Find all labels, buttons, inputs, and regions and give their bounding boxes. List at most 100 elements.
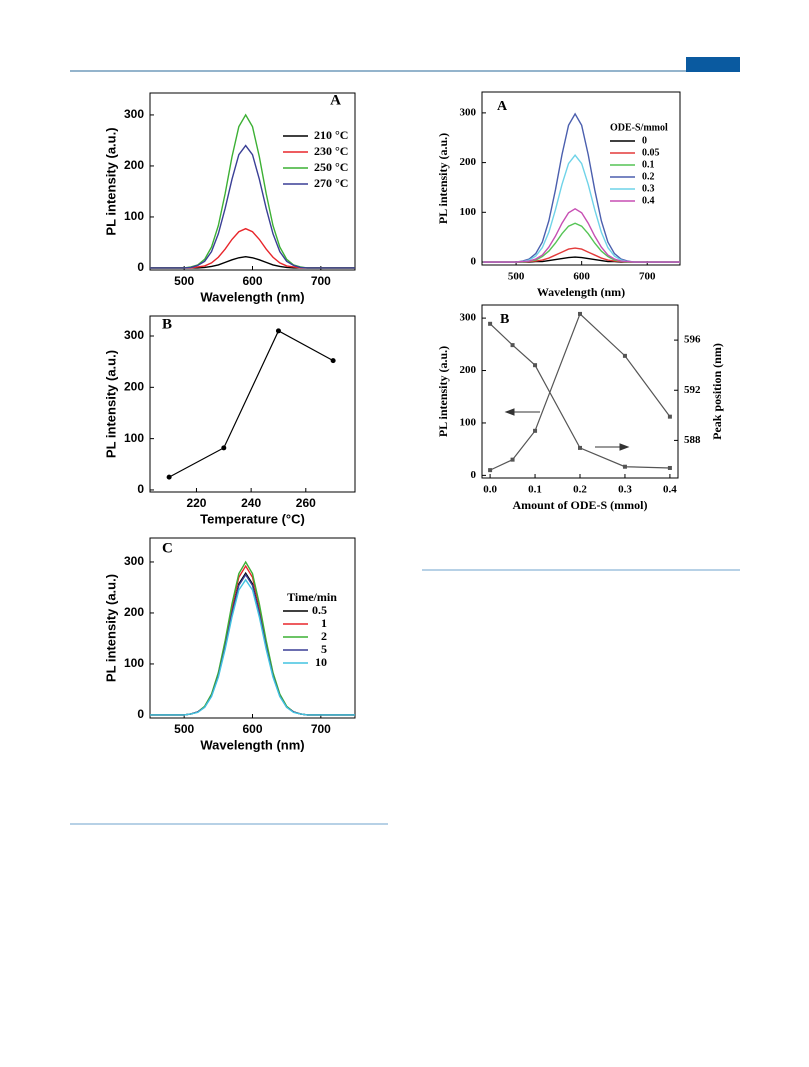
legend-label: 2	[321, 629, 327, 643]
legend-label: 10	[315, 655, 327, 669]
x-tick-label: 700	[311, 722, 331, 736]
y-axis-label: PL intensity (a.u.)	[436, 346, 450, 437]
y-tick-label: 300	[124, 107, 144, 121]
legend-label: 0.2	[642, 171, 655, 182]
plot-frame	[481, 304, 679, 479]
point	[578, 445, 582, 450]
x-tick-label: 600	[242, 722, 262, 736]
y-tick-label: 100	[460, 416, 477, 428]
y2-tick-label: 588	[684, 434, 701, 446]
y-axis-label: PL intensity (a.u.)	[436, 133, 450, 224]
point	[221, 445, 227, 451]
header-block	[686, 57, 740, 72]
panel-label: A	[330, 92, 341, 108]
x-tick-label: 0.1	[528, 484, 542, 496]
x-tick-label: 0.2	[573, 484, 587, 496]
point	[330, 358, 336, 364]
series-line	[150, 144, 355, 269]
x-axis-label: Wavelength (nm)	[537, 285, 625, 299]
point	[578, 311, 582, 316]
series-line	[150, 227, 355, 269]
y-tick-label: 200	[124, 158, 144, 172]
x-tick-label: 700	[311, 274, 331, 288]
y-tick-label: 0	[471, 469, 477, 481]
chart: 220 240 260 0 100 200 300 Temperature (°C) PL in…	[103, 315, 356, 526]
arrow-left	[504, 408, 540, 416]
legend-label: 5	[321, 642, 327, 656]
x-tick-label: 700	[639, 271, 656, 283]
y-axis-label: PL intensity (a.u.)	[103, 127, 118, 235]
panel-label: C	[162, 540, 173, 556]
x-tick-label: 260	[296, 496, 316, 510]
plot-frame	[149, 315, 356, 493]
x-tick-label: 240	[241, 496, 261, 510]
legend-label: 0.5	[312, 603, 327, 617]
y-tick-label: 200	[460, 156, 477, 168]
x-axis-label: Temperature (°C)	[200, 511, 305, 526]
series-line	[489, 312, 671, 471]
legend-title: Time/min	[287, 590, 337, 604]
point	[510, 343, 515, 348]
y-tick-label: 100	[124, 209, 144, 223]
series-line	[483, 208, 680, 263]
y-tick-label: 0	[137, 707, 144, 721]
legend-label: 250 °C	[314, 160, 348, 174]
y-tick-label: 0	[471, 256, 477, 268]
x-tick-label: 220	[186, 496, 206, 510]
series-line	[168, 330, 334, 478]
x-axis-label: Wavelength (nm)	[200, 289, 304, 304]
chart: 0.0 0.1 0.2 0.3 0.4 0 100 200 300 588 592 596 Amount…	[436, 304, 724, 512]
point	[166, 474, 172, 480]
point	[533, 363, 538, 368]
y2-tick-label: 592	[684, 384, 701, 396]
y-tick-label: 0	[137, 260, 144, 274]
x-axis-label: Wavelength (nm)	[200, 737, 304, 752]
legend-label: 230 °C	[314, 144, 348, 158]
legend-label: 1	[321, 616, 327, 630]
y2-tick-label: 596	[684, 334, 701, 346]
legend-label: 270 °C	[314, 176, 348, 190]
point	[275, 328, 281, 334]
legend-label: 210 °C	[314, 128, 348, 142]
x-tick-label: 0.4	[663, 484, 677, 496]
y-tick-label: 300	[460, 106, 477, 118]
x-tick-label: 0.3	[618, 484, 632, 496]
y-tick-label: 300	[124, 328, 144, 342]
x-tick-label: 500	[508, 271, 525, 283]
point	[667, 465, 672, 470]
chart: 500 600 700 0 100 200 300 Wavelength (nm) PL int…	[103, 537, 356, 752]
legend-label: 0	[642, 135, 647, 146]
panel-label: B	[500, 312, 509, 327]
series-line	[489, 323, 670, 469]
y-tick-label: 100	[124, 656, 144, 670]
y-tick-label: 300	[124, 554, 144, 568]
x-tick-label: 0.0	[483, 484, 497, 496]
series-line	[483, 222, 680, 263]
x-tick-label: 500	[174, 274, 194, 288]
x-axis-label: Amount of ODE-S (mmol)	[513, 498, 648, 512]
y-tick-label: 200	[124, 605, 144, 619]
chart: 500 600 700 0 100 200 300 Wavelength (nm) PL int…	[436, 91, 681, 299]
series-line	[483, 247, 680, 263]
panel-label: B	[162, 316, 172, 332]
point	[510, 457, 515, 462]
point	[667, 414, 672, 419]
point	[488, 468, 493, 473]
y-tick-label: 200	[460, 364, 477, 376]
x-tick-label: 500	[174, 722, 194, 736]
y-tick-label: 200	[124, 379, 144, 393]
y-tick-label: 100	[124, 431, 144, 445]
y-axis-label: PL intensity (a.u.)	[103, 574, 118, 682]
legend-label: 0.1	[642, 159, 655, 170]
point	[488, 321, 493, 326]
point	[622, 464, 627, 469]
legend-label: 0.4	[642, 195, 655, 206]
panel-label: A	[497, 99, 508, 114]
legend-label: 0.05	[642, 147, 660, 158]
legend-title: ODE-S/mmol	[610, 122, 668, 133]
x-tick-label: 600	[573, 271, 590, 283]
y-tick-label: 300	[460, 312, 477, 324]
series-line	[150, 578, 355, 716]
plot-frame	[481, 91, 681, 266]
